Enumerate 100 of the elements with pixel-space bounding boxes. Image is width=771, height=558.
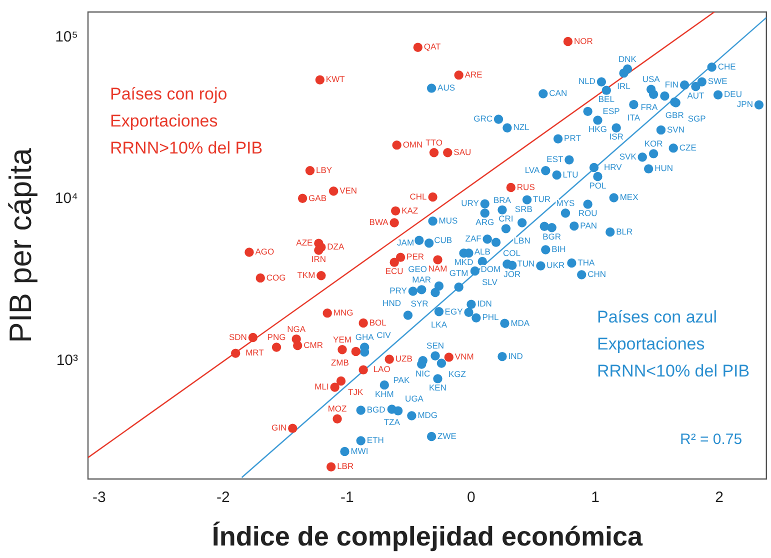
y-axis-title: PIB per cápita (3, 147, 38, 343)
annotation: MOZ (328, 404, 347, 414)
annotation: ETH (366, 435, 384, 446)
annotation: BIH (552, 244, 566, 254)
annotation: CUB (434, 234, 452, 245)
annotation: IND (508, 350, 523, 361)
annotation: ZMB (330, 357, 350, 368)
annotation: LBR (337, 461, 354, 472)
annotation: IDN (477, 298, 492, 309)
point (413, 42, 422, 52)
point (272, 342, 282, 352)
x-axis-title: Índice de complejidad económica (212, 521, 644, 552)
annotation: EST (546, 154, 564, 164)
annotation: LKA (430, 320, 448, 330)
point (248, 332, 258, 342)
x-tick-label: 0 (467, 489, 476, 506)
annotation: BOL (369, 317, 387, 328)
annotation: NIC (416, 368, 430, 378)
point (244, 248, 254, 257)
annotation: MRT (246, 348, 264, 358)
annotation: KWT (326, 74, 345, 84)
annotation: SRB (514, 204, 533, 214)
point (336, 376, 346, 386)
annotation: EGY (444, 306, 464, 317)
annotation: MKD (454, 256, 474, 267)
annotation: CMR (304, 340, 323, 350)
annotation: PNG (267, 332, 286, 342)
annotation: DZA (327, 242, 344, 252)
annotation: MDG (418, 410, 438, 420)
annotation: TZA (384, 417, 400, 428)
y-tick-label: 10⁴ (54, 190, 78, 208)
point (315, 75, 325, 84)
point (429, 148, 439, 158)
annotation: DOM (480, 264, 501, 274)
annotation: KAZ (402, 205, 418, 216)
annotation: USA (642, 74, 660, 84)
point (444, 352, 454, 362)
annotation: PRY (390, 286, 408, 296)
annotation: MDA (510, 318, 530, 328)
annotation: ECU (385, 266, 404, 276)
point (390, 206, 400, 216)
point (433, 255, 442, 264)
annotation: CRI (498, 214, 514, 224)
annotation: UKR (546, 260, 565, 270)
annotation: IRN (311, 254, 326, 264)
annotation: SDN (229, 332, 247, 342)
annotation: PRT (564, 133, 581, 144)
point (314, 246, 324, 255)
annotation: R² = 0.75 (680, 431, 742, 448)
point (338, 345, 347, 354)
point (330, 382, 340, 392)
annotation: SVN (666, 124, 684, 134)
point (563, 36, 573, 46)
annotation: JPN (736, 99, 753, 110)
annotation: GAB (308, 192, 327, 203)
annotation: VEN (340, 186, 358, 196)
annotation: GRC (474, 114, 493, 124)
annotation: DEU (724, 89, 742, 100)
annotation: LBN (514, 236, 530, 246)
x-tick-label: 2 (715, 489, 724, 506)
annotation: NGA (287, 324, 306, 334)
annotation: BGD (366, 404, 386, 415)
annotation: ITA (627, 112, 640, 122)
point (506, 182, 516, 192)
annotation: CHN (588, 269, 606, 280)
annotation: LVA (524, 165, 540, 176)
annotation: NAM (428, 264, 448, 274)
annotation: MNG (333, 307, 354, 318)
annotation: QAT (424, 42, 441, 52)
annotation: CZE (679, 142, 697, 152)
annotation: NLD (578, 76, 596, 86)
annotation: ARE (464, 69, 483, 80)
annotation: CIV (376, 330, 392, 340)
annotation: GTM (449, 268, 468, 278)
annotation: YEM (333, 334, 352, 344)
point (390, 258, 399, 267)
annotation: OMN (402, 139, 423, 150)
point (322, 308, 332, 318)
point (305, 166, 315, 176)
annotation: MYS (556, 198, 576, 208)
point (256, 273, 265, 283)
annotation: CHL (410, 191, 428, 202)
annotation: AGO (255, 246, 275, 257)
annotation: POL (589, 180, 607, 190)
annotation: BLR (616, 226, 633, 236)
annotation: RUS (516, 182, 536, 192)
annotation: URY (461, 198, 480, 208)
annotation: AUT (687, 90, 704, 100)
point (332, 414, 342, 424)
point (358, 365, 368, 374)
annotation: SLV (482, 276, 498, 287)
annotation: HKG (588, 124, 607, 134)
annotation: KEN (429, 382, 446, 393)
annotation: UZB (395, 354, 413, 364)
annotation: BEL (598, 94, 615, 104)
annotation: SYR (410, 298, 428, 308)
annotation: Países con rojo Exportaciones RRNN>10% del PIB (110, 84, 263, 158)
point (358, 318, 368, 328)
annotation: LAO (373, 364, 391, 374)
point (288, 424, 298, 433)
